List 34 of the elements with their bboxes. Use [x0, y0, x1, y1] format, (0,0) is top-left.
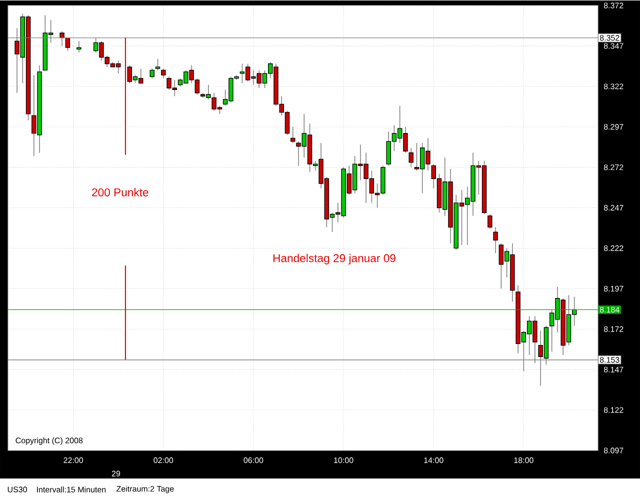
- text: Zeitraum:2 Tage: [116, 486, 174, 493]
- ref-line-label: 200 Punkte: [92, 188, 148, 196]
- y-tick-label: 8.222: [604, 245, 624, 251]
- candlestick: [488, 214, 492, 229]
- x-tick-label: 06:00: [244, 457, 264, 463]
- y-tick-label: 8.147: [604, 366, 624, 372]
- text: Intervall:15 Minuten: [37, 486, 106, 492]
- y-tick-label: 8.097: [604, 447, 624, 454]
- y-tick-label: 8.122: [604, 406, 624, 413]
- y-tick-label: 8.197: [604, 286, 624, 292]
- x-tick-label: 14:00: [424, 457, 444, 463]
- annotation: Copyright (C) 2008: [16, 437, 83, 445]
- candlestick: [155, 58, 160, 70]
- annotation: Handelstag 29 januar 09: [273, 254, 396, 264]
- text: US30: [8, 486, 27, 492]
- candlestick: [150, 68, 154, 78]
- y-tick-label: 8.272: [604, 164, 624, 170]
- y-tick-label: 8.322: [604, 83, 624, 89]
- x-tick-label: 02:00: [154, 457, 174, 463]
- ref-line-label: 8.184: [600, 306, 620, 312]
- x-tick-label: 22:00: [64, 457, 84, 463]
- x-tick-label: 18:00: [514, 457, 534, 463]
- ref-line-label: 8.153: [600, 356, 620, 362]
- y-tick-label: 8.347: [604, 42, 624, 49]
- y-tick-label: 8.297: [604, 124, 624, 130]
- candlestick: [493, 226, 498, 254]
- y-tick-label: 8.247: [604, 204, 624, 210]
- candlestick: [161, 68, 166, 78]
- y-tick-label: 8.172: [604, 326, 624, 332]
- y-tick-label: 8.372: [604, 2, 624, 8]
- ref-line-label: 8.352: [600, 34, 620, 40]
- text: 29: [112, 470, 120, 476]
- x-tick-label: 10:00: [334, 457, 354, 463]
- candlestick: [408, 147, 414, 168]
